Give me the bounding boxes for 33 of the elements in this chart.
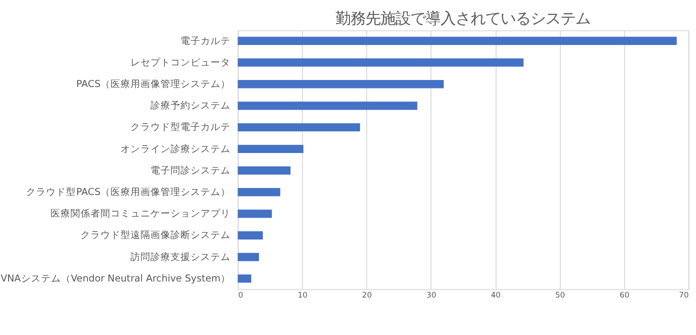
bar (238, 80, 444, 88)
x-tick-label: 70 (679, 290, 689, 300)
y-tick-label: 電子カルテ (180, 36, 231, 47)
bar (238, 274, 252, 283)
y-tick-label: クラウド型PACS（医療用画像管理システム） (26, 186, 231, 198)
x-tick-label: 50 (555, 290, 566, 300)
x-tick-label: 0 (238, 290, 244, 300)
bar (238, 210, 272, 218)
bar (238, 58, 524, 67)
bar (238, 123, 360, 132)
y-tick-label: 訪問診療支援システム (130, 250, 231, 263)
bar (238, 252, 259, 262)
y-tick-label: レセプトコンピュータ (130, 56, 231, 68)
chart-title: 勤務先施設で導入されているシステム (336, 10, 591, 28)
bar (238, 231, 263, 240)
x-tick-label: 60 (620, 290, 630, 300)
bar (238, 166, 291, 175)
x-tick-label: 30 (426, 290, 436, 300)
y-tick-label: クラウド型遠隔画像診断システム (80, 229, 231, 242)
bar (238, 188, 280, 196)
y-tick-label: 医療関係者間コミュニケーションアプリ (50, 208, 231, 220)
x-tick-label: 20 (362, 290, 372, 300)
x-tick-label: 10 (298, 290, 308, 300)
y-tick-label: VNAシステム（Vendor Neutral Archive System） (0, 273, 231, 284)
bar (238, 102, 418, 110)
x-tick-label: 40 (490, 290, 501, 300)
y-tick-label: オンライン診療システム (120, 142, 231, 155)
y-tick-label: PACS（医療用画像管理システム） (76, 78, 231, 90)
bar (238, 36, 677, 45)
y-tick-label: クラウド型電子カルテ (130, 121, 231, 134)
y-tick-label: 診療予約システム (150, 100, 231, 112)
y-tick-label: 電子問診システム (150, 164, 231, 176)
bar (238, 144, 304, 154)
